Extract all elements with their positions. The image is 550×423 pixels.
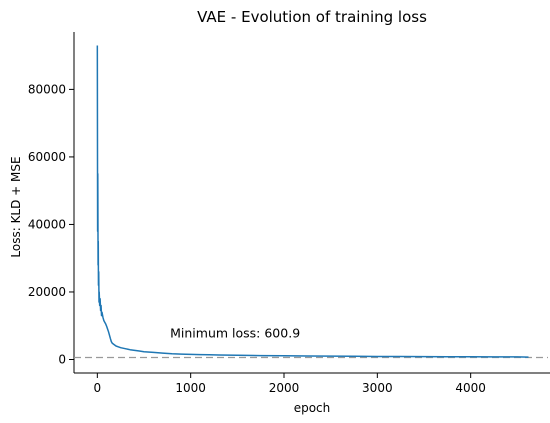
x-tick-label: 0 — [94, 381, 102, 395]
x-tick-label: 2000 — [269, 381, 300, 395]
y-tick-label: 80000 — [28, 82, 66, 96]
x-tick-label: 1000 — [175, 381, 206, 395]
loss-series-line — [96, 45, 529, 358]
x-axis-label: epoch — [294, 401, 331, 415]
x-tick-label: 3000 — [362, 381, 393, 395]
y-axis-label: Loss: KLD + MSE — [9, 156, 23, 257]
y-tick-label: 20000 — [28, 285, 66, 299]
y-tick-label: 0 — [58, 352, 66, 366]
y-tick-label: 40000 — [28, 217, 66, 231]
plot-area: 0 1000 2000 3000 4000020000400006000080000Mi… — [28, 32, 550, 395]
y-tick-label: 60000 — [28, 150, 66, 164]
minimum-loss-annotation: Minimum loss: 600.9 — [170, 326, 300, 341]
x-tick-label: 4000 — [455, 381, 486, 395]
chart-title: VAE - Evolution of training loss — [197, 8, 427, 26]
